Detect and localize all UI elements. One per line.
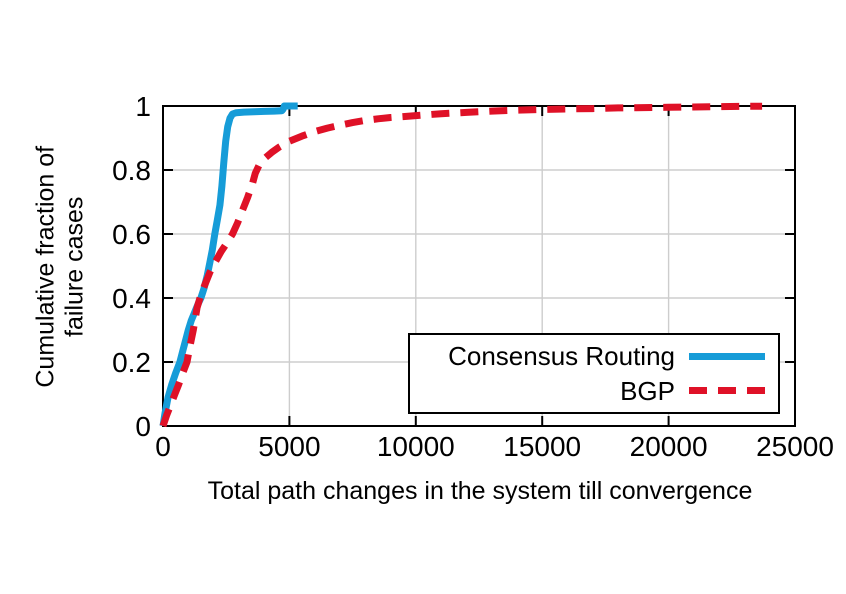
x-axis-title: Total path changes in the system till co…	[207, 477, 753, 505]
y-tick-label: 1	[135, 91, 151, 122]
legend-row-bgp: BGP	[410, 378, 778, 404]
legend-label-consensus-routing: Consensus Routing	[448, 341, 675, 372]
y-tick-label: 0.4	[112, 283, 151, 314]
series-line-consensus-routing	[159, 102, 298, 427]
y-axis-title-line2: failure cases	[60, 196, 88, 337]
legend-row-consensus-routing: Consensus Routing	[410, 343, 778, 369]
x-tick-label: 25000	[756, 431, 834, 462]
legend-solid-line-sample	[689, 352, 765, 360]
x-tick-label: 5000	[258, 431, 320, 462]
plot-border	[162, 105, 796, 427]
y-axis-title-line1: Cumulative fraction of	[31, 145, 60, 388]
x-tick-label: 15000	[503, 431, 581, 462]
y-tick-label: 0.8	[112, 155, 151, 186]
x-tick-label: 20000	[630, 431, 708, 462]
y-tick-label: 0	[135, 411, 151, 442]
y-tick-label: 0.6	[112, 219, 151, 250]
y-axis-title: Cumulative fraction of failure cases	[31, 97, 89, 437]
x-tick-label: 10000	[377, 431, 455, 462]
legend-label-bgp: BGP	[620, 375, 675, 406]
y-tick-label: 0.2	[112, 347, 151, 378]
legend: Consensus Routing BGP	[408, 333, 780, 414]
legend-dashed-line-sample	[689, 387, 765, 395]
series-line-bgp	[159, 102, 763, 428]
x-tick-label: 0	[155, 431, 171, 462]
